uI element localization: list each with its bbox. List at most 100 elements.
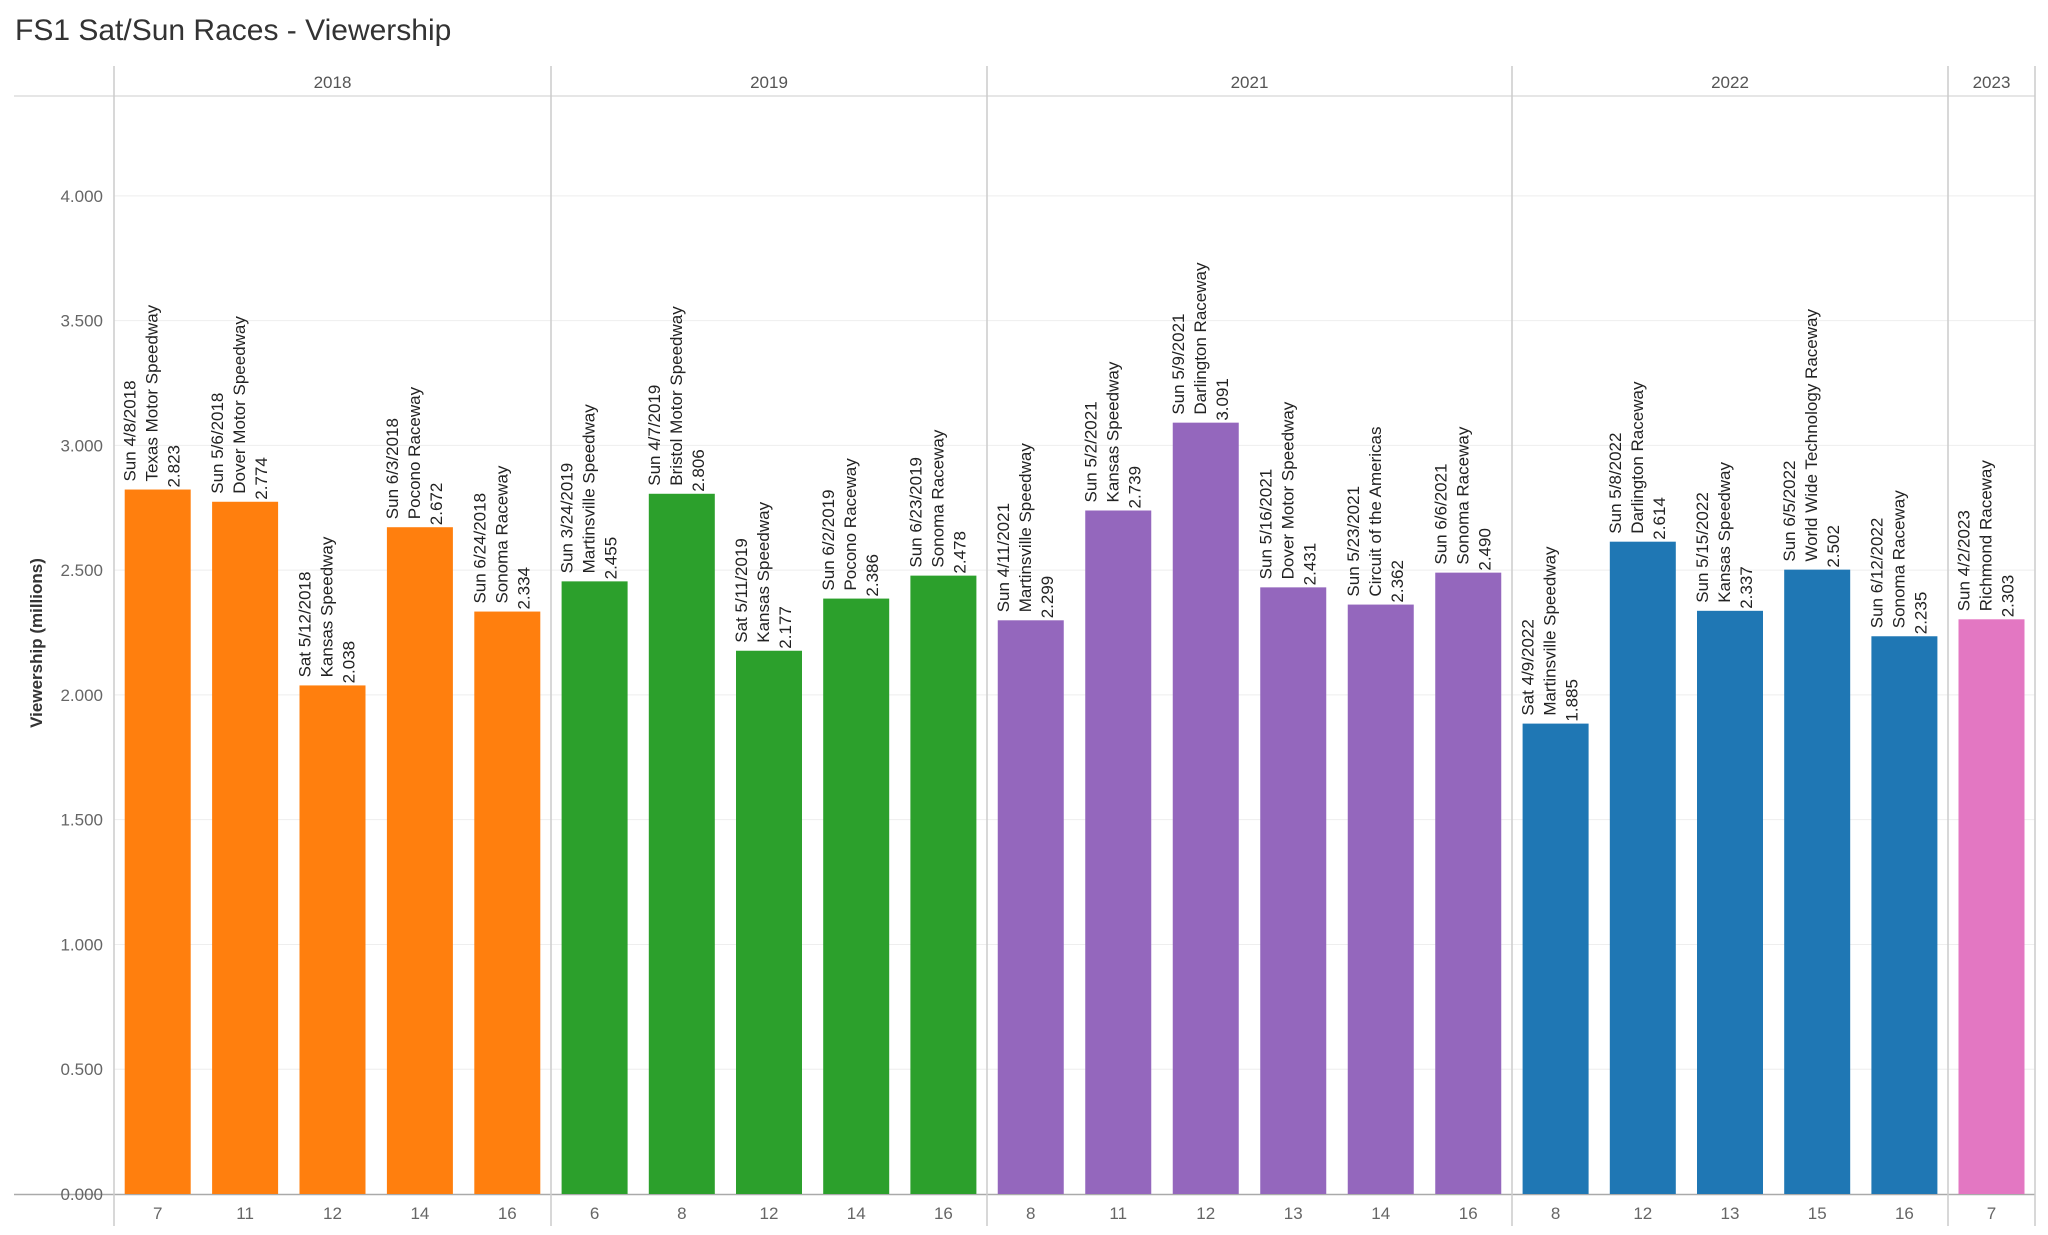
bar-2019-6[interactable] bbox=[561, 581, 628, 1194]
data-label-line: 2.774 bbox=[252, 457, 271, 500]
data-label-line: 2.739 bbox=[1125, 466, 1144, 509]
year-header-2023: 2023 bbox=[1973, 73, 2011, 92]
data-label-line: World Wide Technology Raceway bbox=[1802, 309, 1821, 562]
data-label-line: Sat 5/12/2018 bbox=[296, 572, 315, 678]
bar-2019-16[interactable] bbox=[910, 575, 977, 1194]
bar-2021-14[interactable] bbox=[1347, 604, 1414, 1194]
y-tick-label: 4.000 bbox=[60, 187, 103, 206]
data-label-line: 2.177 bbox=[776, 606, 795, 649]
data-label: Sun 6/5/2022 World Wide Technology Racewa… bbox=[1780, 309, 1843, 568]
axes: 0.000 0.500 1.000 1.500 2.000 2.500 3.000 3.500… bbox=[60, 73, 2010, 1223]
x-tick-label: 16 bbox=[1459, 1204, 1478, 1223]
bar-2023-7[interactable] bbox=[1958, 619, 2025, 1194]
data-label-line: 2.478 bbox=[950, 531, 969, 574]
year-header-2018: 2018 bbox=[314, 73, 352, 92]
x-tick-label: 6 bbox=[590, 1204, 599, 1223]
data-label: Sun 5/8/2022 Darlington Raceway 2.614 bbox=[1606, 381, 1669, 540]
data-label-line: Sun 4/8/2018 bbox=[121, 380, 140, 481]
bar-2019-12[interactable] bbox=[736, 650, 802, 1194]
y-tick-label: 3.500 bbox=[60, 312, 103, 331]
data-label-line: Sun 4/11/2021 bbox=[994, 503, 1013, 612]
data-label-line: 3.091 bbox=[1213, 378, 1232, 421]
bar-2019-14[interactable] bbox=[823, 598, 890, 1194]
panel-frame bbox=[14, 66, 2036, 1226]
data-label-line: Sat 4/9/2022 bbox=[1519, 619, 1538, 715]
x-tick-label: 13 bbox=[1721, 1204, 1740, 1223]
data-label-line: Sun 5/16/2021 bbox=[1256, 469, 1275, 580]
data-label-line: Sun 5/2/2021 bbox=[1081, 401, 1100, 502]
y-tick-label: 2.000 bbox=[60, 686, 103, 705]
bar-2021-16[interactable] bbox=[1435, 572, 1502, 1194]
data-label: Sun 6/12/2022 Sonoma Raceway 2.235 bbox=[1867, 490, 1930, 634]
data-label-line: Sun 5/8/2022 bbox=[1606, 433, 1625, 534]
data-label: Sun 5/9/2021 Darlington Raceway 3.091 bbox=[1169, 262, 1232, 421]
data-label-line: Sonoma Raceway bbox=[928, 429, 947, 567]
chart-title: FS1 Sat/Sun Races - Viewership bbox=[15, 14, 452, 47]
data-label-line: Sun 6/12/2022 bbox=[1867, 518, 1886, 629]
data-label: Sun 6/2/2019 Pocono Raceway 2.386 bbox=[819, 458, 882, 597]
bar-2022-16[interactable] bbox=[1871, 636, 1938, 1194]
data-label-line: 2.299 bbox=[1038, 576, 1057, 619]
y-tick-label: 1.000 bbox=[60, 935, 103, 954]
data-label: Sun 4/2/2023 Richmond Raceway 2.303 bbox=[1955, 460, 2018, 618]
bar-2022-15[interactable] bbox=[1784, 569, 1851, 1194]
x-tick-label: 16 bbox=[934, 1204, 953, 1223]
data-label: Sun 6/6/2021 Sonoma Raceway 2.490 bbox=[1431, 426, 1494, 570]
x-tick-label: 11 bbox=[1109, 1204, 1127, 1223]
data-label-line: Kansas Speedway bbox=[318, 536, 337, 677]
data-label-line: Kansas Speedway bbox=[1103, 361, 1122, 502]
data-label-line: 2.455 bbox=[602, 537, 621, 580]
data-label-line: Sun 6/2/2019 bbox=[819, 489, 838, 590]
x-tick-label: 8 bbox=[1551, 1204, 1560, 1223]
data-label-line: 2.614 bbox=[1650, 497, 1669, 540]
bar-2022-13[interactable] bbox=[1697, 610, 1763, 1194]
data-label-line: Bristol Motor Speedway bbox=[667, 306, 686, 486]
bar-2018-7[interactable] bbox=[124, 489, 191, 1194]
data-label-line: Dover Motor Speedway bbox=[1278, 401, 1297, 579]
data-label-line: Sun 6/3/2018 bbox=[383, 418, 402, 519]
year-header-2021: 2021 bbox=[1231, 73, 1269, 92]
data-label-line: 2.235 bbox=[1911, 592, 1930, 635]
data-label-line: Richmond Raceway bbox=[1977, 460, 1996, 612]
x-tick-label: 12 bbox=[1633, 1204, 1652, 1223]
bar-labels: Sun 4/8/2018 Texas Motor Speedway 2.823 Sun… bbox=[121, 262, 2018, 722]
bar-2021-8[interactable] bbox=[997, 620, 1064, 1194]
data-label-line: Pocono Raceway bbox=[405, 386, 424, 519]
data-label-line: 2.303 bbox=[1999, 575, 2018, 618]
year-header-2022: 2022 bbox=[1711, 73, 1749, 92]
bar-2018-16[interactable] bbox=[474, 611, 541, 1194]
bar-2021-11[interactable] bbox=[1085, 510, 1152, 1194]
y-tick-label: 3.000 bbox=[60, 436, 103, 455]
data-label: Sun 4/7/2019 Bristol Motor Speedway 2.806 bbox=[645, 306, 708, 492]
data-label-line: Pocono Raceway bbox=[841, 458, 860, 591]
data-label-line: Martinsville Speedway bbox=[1016, 443, 1035, 613]
bar-2022-12[interactable] bbox=[1609, 541, 1676, 1194]
data-label-line: Kansas Speedway bbox=[1715, 461, 1734, 602]
data-label-line: 2.490 bbox=[1475, 528, 1494, 571]
data-label-line: 2.672 bbox=[427, 483, 446, 526]
bar-2022-8[interactable] bbox=[1522, 723, 1589, 1194]
year-header-2019: 2019 bbox=[750, 73, 788, 92]
bar-2018-12[interactable] bbox=[299, 685, 366, 1194]
data-label-line: Sun 3/24/2019 bbox=[558, 463, 577, 574]
y-tick-label: 0.500 bbox=[60, 1060, 103, 1079]
data-label: Sat 4/9/2022 Martinsville Speedway 1.885 bbox=[1519, 546, 1582, 722]
bar-2018-11[interactable] bbox=[212, 501, 279, 1195]
data-label: Sat 5/12/2018 Kansas Speedway 2.038 bbox=[296, 536, 359, 683]
bar-2021-13[interactable] bbox=[1260, 587, 1327, 1194]
x-tick-label: 11 bbox=[236, 1204, 254, 1223]
data-label-line: Texas Motor Speedway bbox=[143, 304, 162, 481]
data-label-line: Martinsville Speedway bbox=[1541, 546, 1560, 716]
data-label-line: Sonoma Raceway bbox=[1453, 426, 1472, 564]
bar-2019-8[interactable] bbox=[648, 493, 715, 1194]
y-tick-label: 2.500 bbox=[60, 561, 103, 580]
x-tick-label: 13 bbox=[1284, 1204, 1303, 1223]
bar-2021-12[interactable] bbox=[1172, 422, 1239, 1194]
bar-2018-14[interactable] bbox=[386, 527, 453, 1194]
data-label-line: Darlington Raceway bbox=[1191, 262, 1210, 415]
data-label-line: Martinsville Speedway bbox=[580, 404, 599, 574]
data-label-line: 2.823 bbox=[165, 445, 184, 488]
data-label-line: Kansas Speedway bbox=[754, 501, 773, 642]
bars bbox=[124, 422, 2025, 1195]
data-label-line: Sun 5/6/2018 bbox=[208, 393, 227, 494]
